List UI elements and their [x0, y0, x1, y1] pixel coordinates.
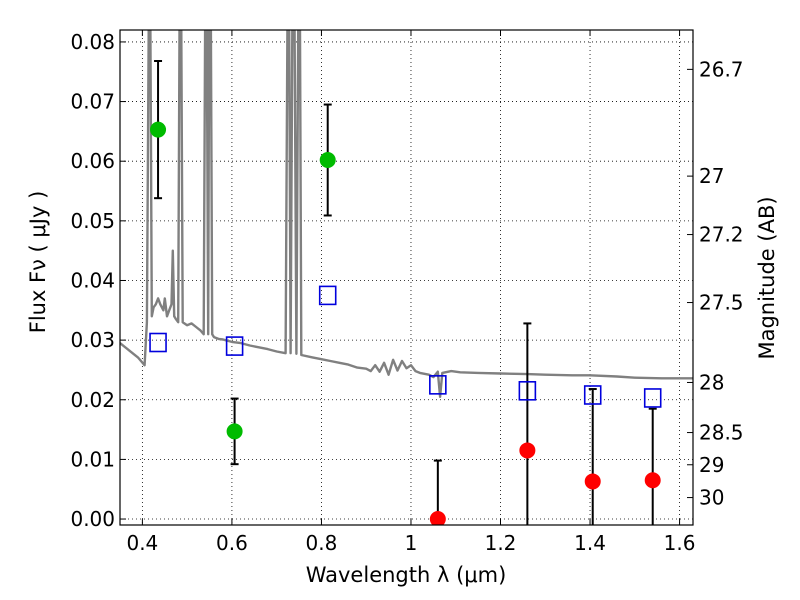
- data-point: [644, 472, 661, 489]
- data-point: [584, 473, 601, 490]
- y-tick-label: 0.08: [70, 30, 115, 54]
- y-tick-label: 0.03: [70, 328, 115, 352]
- data-point: [226, 423, 243, 440]
- model-photometry-square: [518, 381, 537, 401]
- y2-tick-label: 27: [699, 164, 724, 188]
- model-photometry-square: [583, 385, 602, 405]
- observed-points-layer: [150, 121, 661, 525]
- x-tick-label: 1: [405, 531, 418, 555]
- model-spectrum-layer: [120, 30, 693, 398]
- model-photometry-square: [318, 285, 337, 306]
- y-tick-label: 0.06: [70, 149, 115, 173]
- y-tick-label: 0.02: [70, 388, 115, 412]
- plot-background: [120, 30, 693, 525]
- y-tick-label: 0.05: [70, 209, 115, 233]
- data-point: [429, 511, 446, 525]
- y2-tick-label: 30: [699, 486, 724, 510]
- model-photometry-square: [225, 336, 244, 356]
- y-axis-label: Flux Fν ( μJy ): [26, 191, 50, 334]
- y2-tick-label: 28.5: [699, 421, 744, 445]
- x-tick-label: 1.6: [664, 531, 696, 555]
- y2-tick-label: 27.2: [699, 223, 744, 247]
- axis-tick-labels: 0.4 0.6 0.8 1 1.2 1.4 1.6 0.00 0.01 0.02 0.03 0.04 0…: [70, 30, 743, 555]
- y2-tick-label: 27.5: [699, 291, 744, 315]
- y-tick-label: 0.01: [70, 447, 115, 471]
- data-point: [150, 121, 167, 138]
- x-tick-label: 0.6: [216, 531, 248, 555]
- model-spectrum-line: [120, 30, 693, 398]
- data-point: [319, 152, 336, 169]
- y-tick-label: 0.00: [70, 507, 115, 531]
- model-photometry-layer: [149, 285, 662, 408]
- y2-tick-label: 26.7: [699, 57, 744, 81]
- x-tick-label: 1.4: [574, 531, 606, 555]
- plot-area: [120, 30, 693, 525]
- y2-tick-label: 28: [699, 370, 724, 394]
- model-photometry-square: [149, 332, 167, 353]
- model-photometry-square: [643, 388, 662, 408]
- y2-tick-label: 29: [699, 453, 724, 477]
- x-axis-label: Wavelength λ (μm): [306, 563, 507, 587]
- model-photometry-square: [429, 375, 447, 395]
- grid: [120, 30, 693, 525]
- y-tick-label: 0.07: [70, 90, 115, 114]
- data-point: [519, 442, 536, 459]
- y-tick-label: 0.04: [70, 268, 115, 292]
- x-tick-label: 1.2: [485, 531, 517, 555]
- axis-ticks: [120, 30, 693, 525]
- plot-frame: [119, 29, 694, 526]
- x-tick-label: 0.4: [126, 531, 158, 555]
- x-tick-label: 0.8: [306, 531, 338, 555]
- y2-axis-label: Magnitude (AB): [755, 196, 779, 359]
